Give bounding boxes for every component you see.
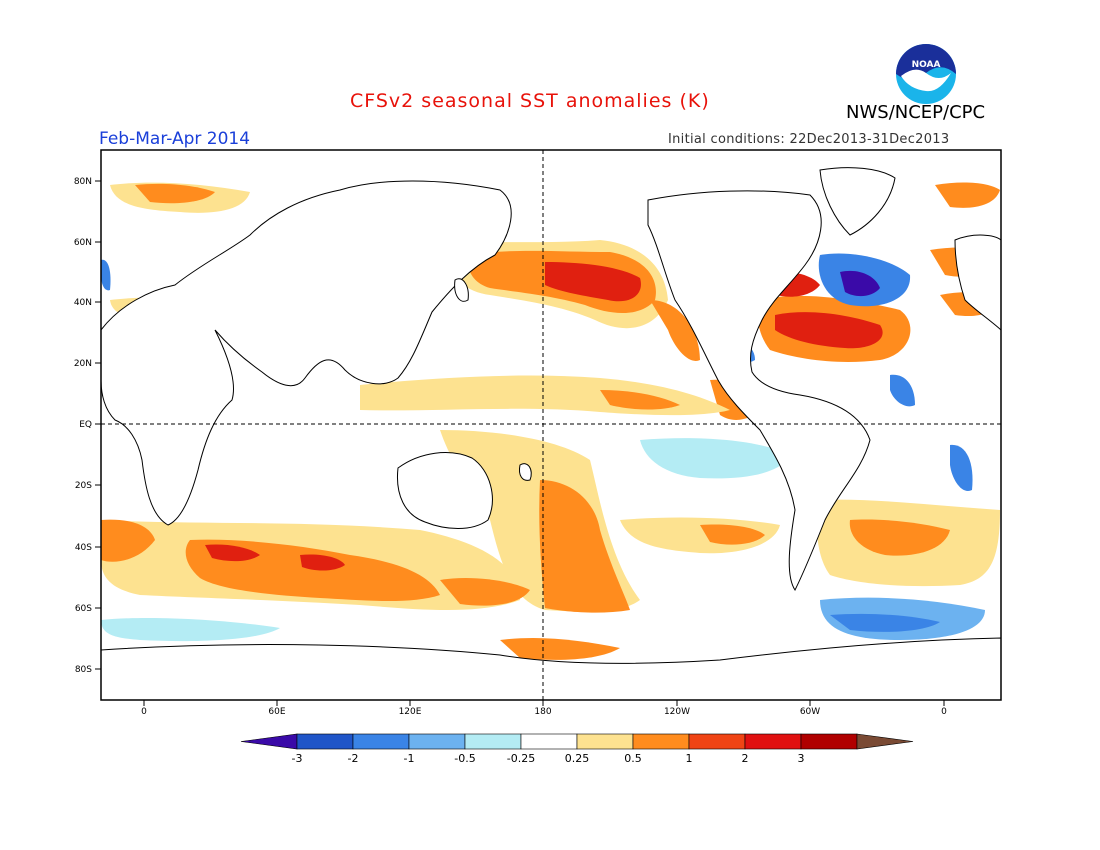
colorbar-swatch <box>520 733 578 750</box>
colorbar-label: -1 <box>403 752 415 765</box>
lat-label: 80S <box>75 665 92 675</box>
lat-label: 40N <box>74 298 92 308</box>
colorbar-swatch <box>296 733 354 750</box>
colorbar-swatch <box>744 733 802 750</box>
colorbar-label: 2 <box>741 752 749 765</box>
latitude-axis: 80N 60N 40N 20N EQ 20S 40S 60S 80S <box>74 177 101 675</box>
colorbar-label: 3 <box>797 752 805 765</box>
colorbar-label: -3 <box>291 752 303 765</box>
colorbar-label: 1 <box>685 752 693 765</box>
lat-label: EQ <box>79 420 92 430</box>
lat-label: 20N <box>74 359 92 369</box>
initial-conditions: Initial conditions: 22Dec2013-31Dec2013 <box>668 132 950 147</box>
lat-label: 60N <box>74 238 92 248</box>
lon-label: 120W <box>664 707 690 717</box>
lon-label: 120E <box>399 707 422 717</box>
colorbar-swatch <box>576 733 634 750</box>
colorbar-swatch <box>464 733 522 750</box>
lon-label: 0 <box>941 707 947 717</box>
lat-label: 20S <box>75 481 92 491</box>
colorbar-swatch <box>800 733 858 750</box>
colorbar-label: 0.25 <box>564 752 590 765</box>
colorbar-label: 0.5 <box>624 752 642 765</box>
colorbar-swatch <box>240 733 298 750</box>
colorbar-swatch <box>352 733 410 750</box>
colorbar-swatch <box>408 733 466 750</box>
colorbar-swatch <box>688 733 746 750</box>
lon-label: 60E <box>268 707 285 717</box>
warm-anomalies <box>101 182 1000 660</box>
map-frame <box>100 149 1002 701</box>
longitude-axis: 0 60E 120E 180 120W 60W 0 <box>141 700 947 717</box>
agency-label: NWS/NCEP/CPC <box>846 102 986 123</box>
colorbar-swatch <box>856 733 914 750</box>
lat-label: 80N <box>74 177 92 187</box>
lon-label: 0 <box>141 707 147 717</box>
colorbar-label: -0.25 <box>506 752 536 765</box>
colorbar <box>240 733 914 750</box>
noaa-logo-text: NOAA <box>912 60 941 70</box>
colorbar-label: -2 <box>347 752 359 765</box>
lon-label: 60W <box>800 707 820 717</box>
anomaly-field <box>101 150 1001 700</box>
lon-label: 180 <box>534 707 551 717</box>
land-masses <box>101 167 1001 700</box>
lat-label: 60S <box>75 604 92 614</box>
colorbar-swatch <box>632 733 690 750</box>
colorbar-label: -0.5 <box>454 752 476 765</box>
noaa-logo: NOAA <box>896 44 956 104</box>
forecast-period: Feb-Mar-Apr 2014 <box>99 129 251 149</box>
map-title: CFSv2 seasonal SST anomalies (K) <box>350 90 710 112</box>
lat-label: 40S <box>75 543 92 553</box>
